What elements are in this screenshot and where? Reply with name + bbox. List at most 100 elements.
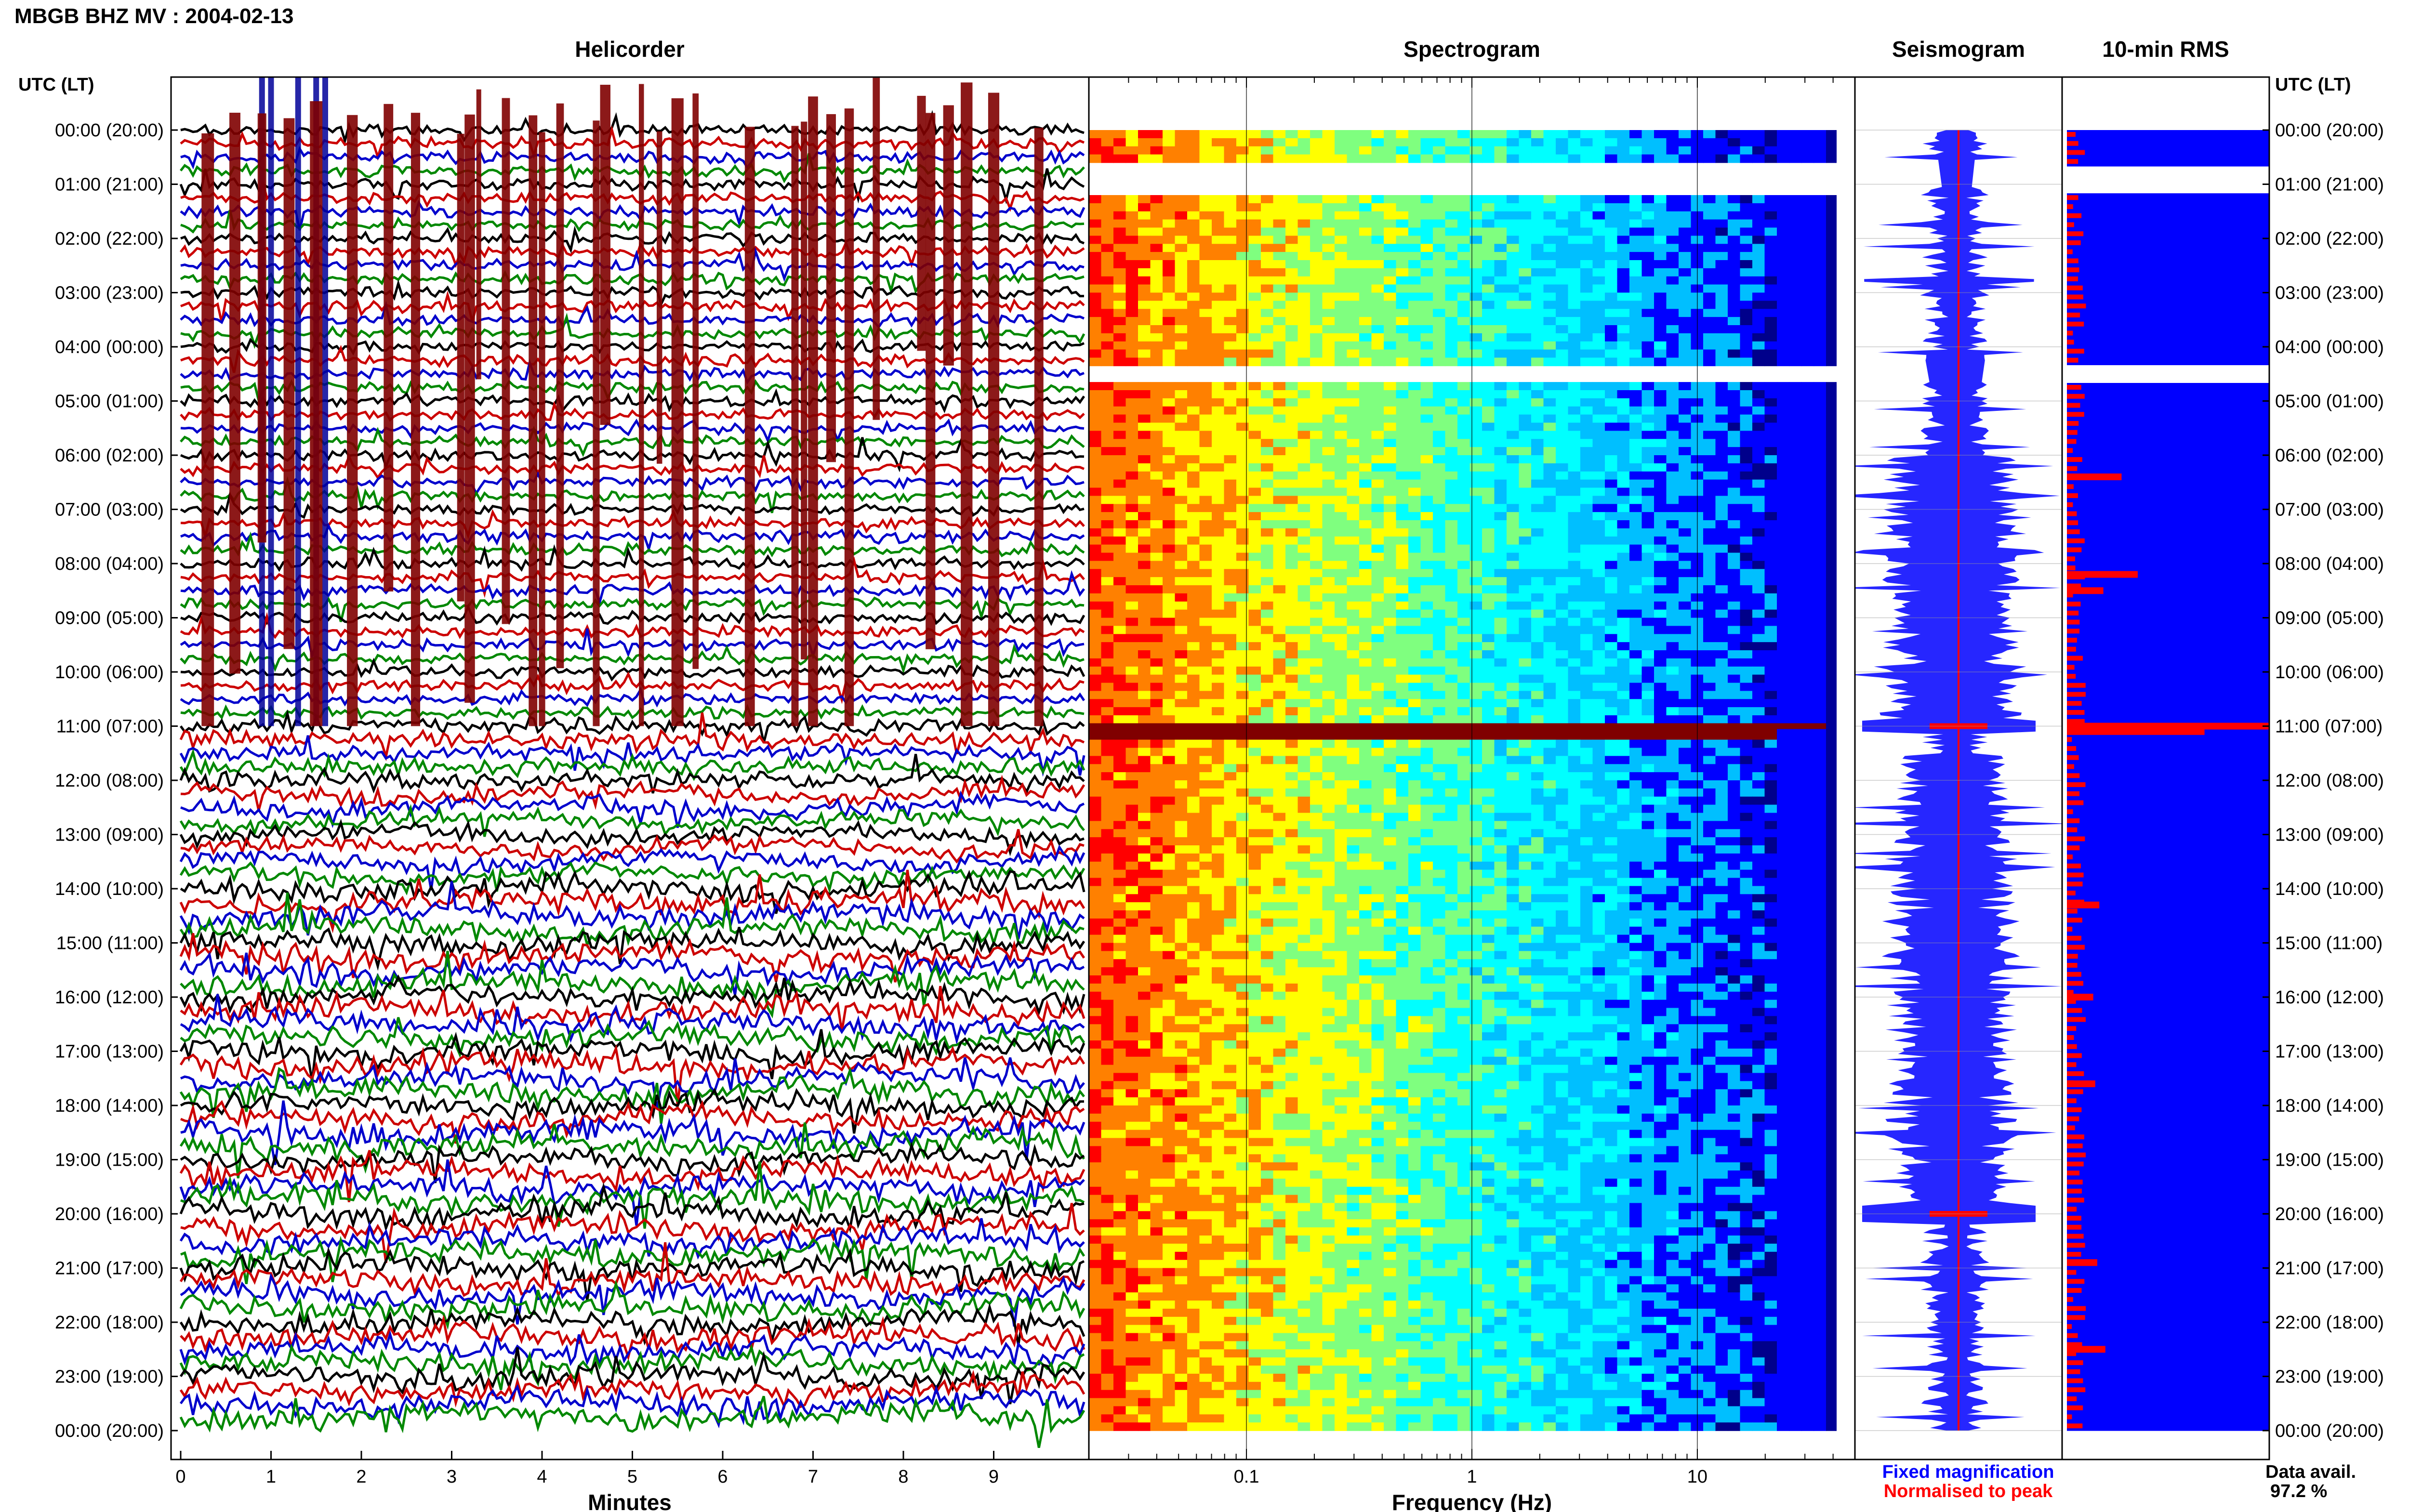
spectrogram-cell [1445,260,1458,269]
spectrogram-cell [1384,552,1397,562]
spectrogram-cell [1801,756,1814,765]
spectrogram-cell [1273,813,1286,822]
spectrogram-cell [1163,317,1176,326]
spectrogram-cell [1494,796,1507,805]
spectrogram-cell [1519,236,1532,245]
spectrogram-cell [1248,244,1261,252]
spectrogram-cell [1408,618,1421,627]
helicorder-trace [179,1384,1085,1429]
spectrogram-cell [1371,748,1384,757]
spectrogram-cell [1175,146,1188,155]
spectrogram-cell [1641,642,1655,651]
spectrogram-nyquist-band [1826,756,1837,765]
spectrogram-cell [1150,146,1163,155]
spectrogram-cell [1629,244,1642,252]
spectrogram-cell [1469,634,1482,643]
spectrogram-cell [1236,520,1249,529]
spectrogram-cell [1113,276,1126,285]
spectrogram-cell [1703,325,1716,334]
spectrogram-cell [1789,154,1802,163]
spectrogram-cell [1556,422,1569,432]
spectrogram-cell [1125,691,1138,700]
spectrogram-cell [1285,577,1298,586]
spectrogram-cell [1740,227,1753,237]
spectrogram-cell [1482,244,1495,252]
spectrogram-cell [1101,487,1114,497]
spectrogram-cell [1297,471,1310,480]
spectrogram-nyquist-band [1826,796,1837,805]
spectrogram-cell [1187,439,1200,447]
spectrogram-cell [1507,601,1520,610]
spectrogram-cell [1752,301,1765,310]
spectrogram-cell [1813,341,1827,350]
spectrogram-cell [1728,463,1741,472]
helicorder-trace [179,818,1085,856]
spectrogram-cell [1396,414,1409,423]
spectrogram-cell [1568,309,1581,317]
spectrogram-cell [1507,463,1520,472]
spectrogram-cell [1617,398,1630,407]
spectrogram-cell [1641,634,1655,643]
spectrogram-cell [1789,674,1802,684]
spectrogram-cell [1138,252,1151,261]
spectrogram-cell [1592,634,1605,643]
spectrogram-cell [1507,317,1520,326]
spectrogram-cell [1740,609,1753,618]
spectrogram-cell [1494,244,1507,252]
spectrogram-cell [1813,203,1827,212]
spectrogram-cell [1408,650,1421,659]
spectrogram-cell [1261,552,1274,562]
spectrogram-cell [1150,699,1163,708]
spectrogram-row [1089,463,1837,472]
spectrogram-cell [1261,504,1274,513]
spectrogram-cell [1556,406,1569,415]
spectrogram-cell [1138,341,1151,350]
spectrogram-cell [1801,203,1814,212]
spectrogram-cell [1605,536,1618,545]
spectrogram-cell [1089,349,1102,358]
spectrogram-cell [1150,227,1163,237]
spectrogram-cell [1507,691,1520,700]
spectrogram-cell [1175,349,1188,358]
spectrogram-cell [1531,707,1544,716]
spectrogram-cell [1163,398,1176,407]
spectrogram-cell [1310,219,1323,228]
spectrogram-cell [1580,536,1593,545]
spectrogram-cell [1654,447,1667,456]
spectrogram-cell [1728,455,1741,464]
spectrogram-cell [1666,439,1679,447]
helicorder-event [347,115,358,726]
spectrogram-cell [1113,593,1126,602]
spectrogram-cell [1433,154,1446,163]
spectrogram-cell [1261,674,1274,684]
spectrogram-cell [1138,447,1151,456]
spectrogram-cell [1728,601,1741,610]
spectrogram-cell [1335,764,1348,773]
spectrogram-cell [1641,447,1655,456]
spectrogram-nyquist-band [1826,691,1837,700]
spectrogram-cell [1592,666,1605,675]
spectrogram-cell [1592,276,1605,285]
spectrogram-cell [1629,544,1642,553]
spectrogram-cell [1507,357,1520,367]
spectrogram-cell [1433,406,1446,415]
spectrogram-cell [1433,236,1446,245]
spectrogram-cell [1531,479,1544,488]
spectrogram-cell [1728,707,1741,716]
spectrogram-cell [1740,642,1753,651]
spectrogram-cell [1679,455,1692,464]
spectrogram-cell [1285,756,1298,765]
spectrogram-cell [1445,431,1458,440]
spectrogram-cell [1777,536,1790,545]
spectrogram-cell [1679,504,1692,513]
spectrogram-cell [1199,536,1212,545]
spectrogram-cell [1297,748,1310,757]
spectrogram-cell [1568,301,1581,310]
spectrogram-cell [1641,544,1655,553]
spectrogram-cell [1777,650,1790,659]
spectrogram-cell [1507,268,1520,277]
spectrogram-cell [1335,642,1348,651]
spectrogram-cell [1469,593,1482,602]
spectrogram-cell [1556,748,1569,757]
spectrogram-cell [1322,626,1335,635]
